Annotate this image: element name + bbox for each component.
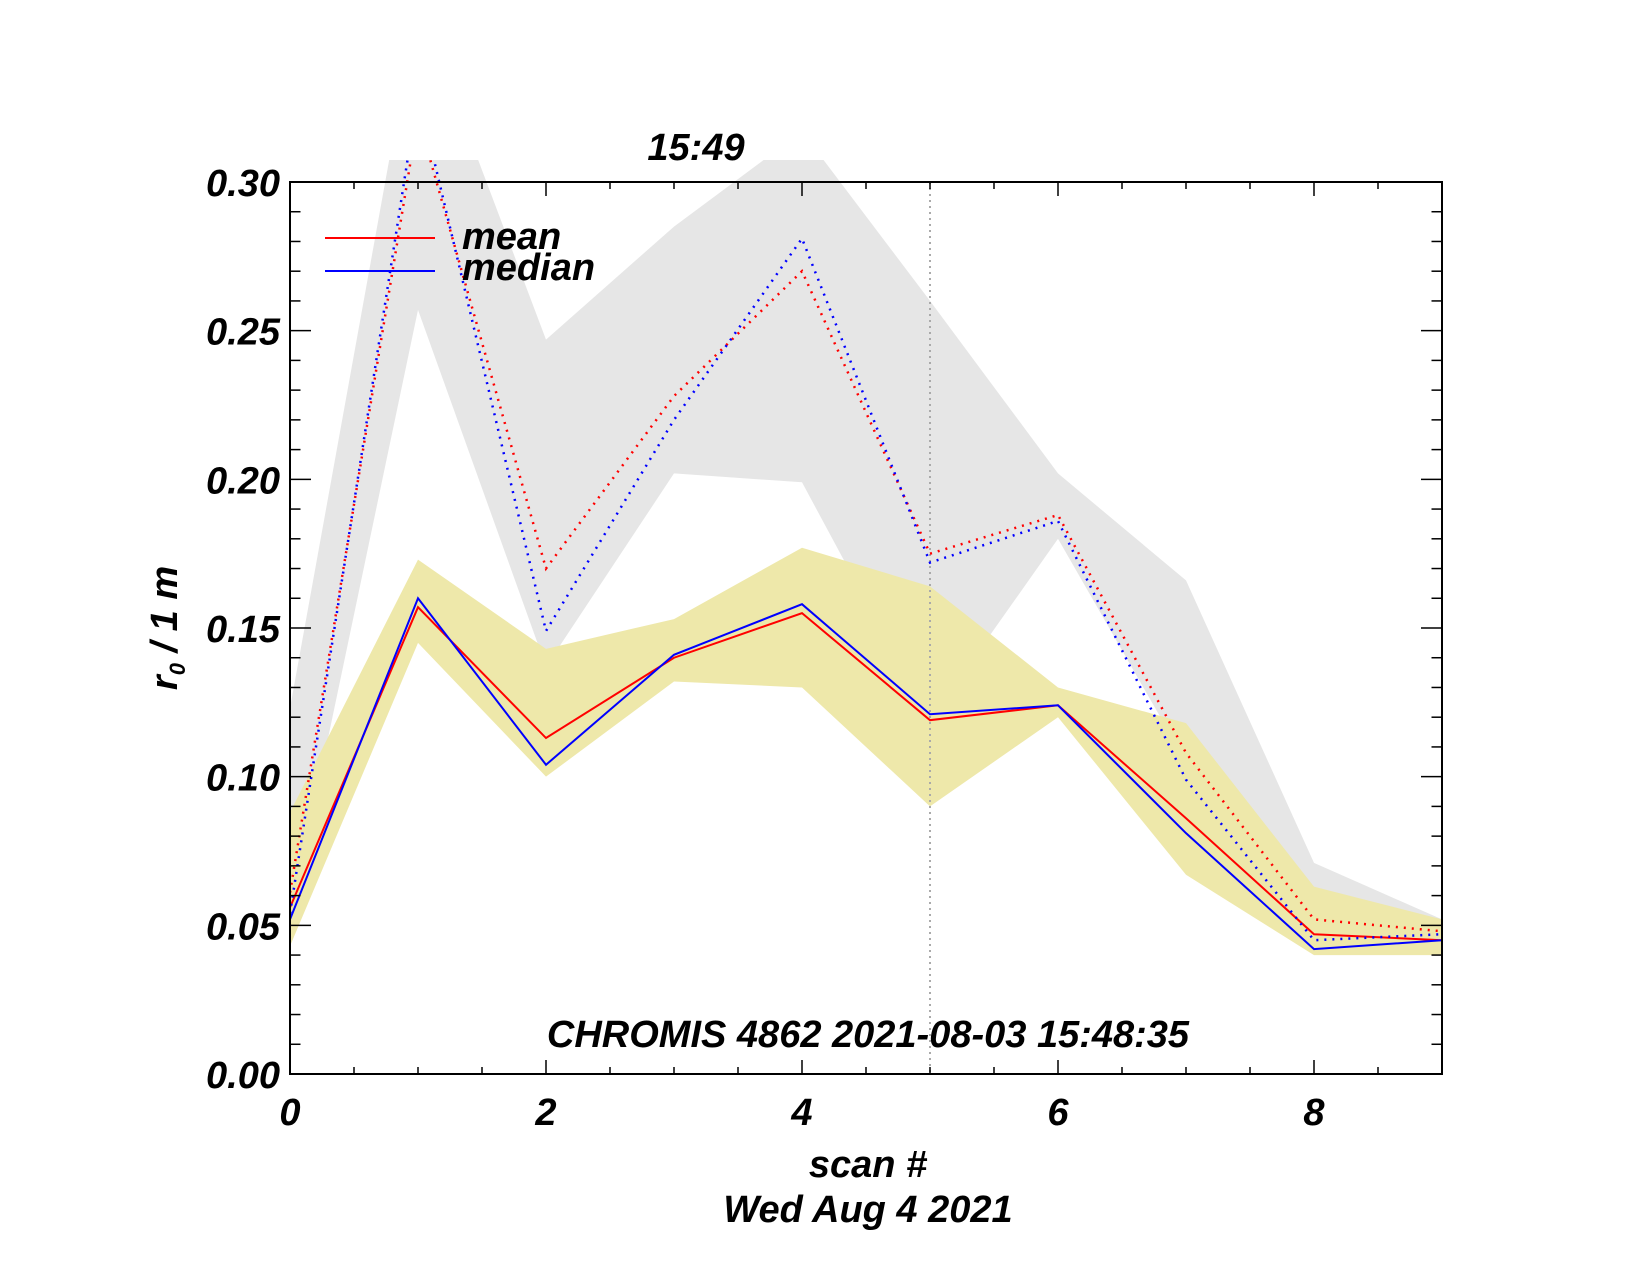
- chart-title: 15:49: [647, 127, 744, 169]
- x-tick-label: 6: [1047, 1092, 1069, 1134]
- y-axis-label: r0 / 1 m: [144, 566, 190, 690]
- y-tick-label: 0.10: [206, 758, 280, 800]
- x-tick-label: 8: [1303, 1092, 1325, 1134]
- series-line-mean: [290, 605, 1442, 942]
- x-tick-label: 4: [790, 1092, 812, 1134]
- date-label: Wed Aug 4 2021: [723, 1189, 1012, 1231]
- y-tick-label: 0.30: [206, 163, 280, 205]
- x-tick-label: 2: [534, 1092, 556, 1134]
- y-tick-label: 0.25: [206, 312, 281, 354]
- series-line-median: [290, 596, 1442, 951]
- y-tick-label: 0.20: [206, 460, 280, 502]
- legend: mean median: [325, 216, 595, 289]
- high-band: [290, 160, 1442, 947]
- x-tick-label: 0: [279, 1092, 300, 1134]
- low-band: [290, 547, 1442, 956]
- y-tick-label: 0.05: [206, 906, 281, 948]
- y-tick-label: 0.15: [206, 609, 281, 651]
- legend-mean-label: mean: [462, 216, 561, 258]
- chart-subtitle: CHROMIS 4862 2021-08-03 15:48:35: [547, 1014, 1190, 1056]
- x-axis-label: scan #: [809, 1144, 928, 1186]
- y-tick-label: 0.00: [206, 1055, 280, 1097]
- legend-median-label: median: [462, 247, 595, 289]
